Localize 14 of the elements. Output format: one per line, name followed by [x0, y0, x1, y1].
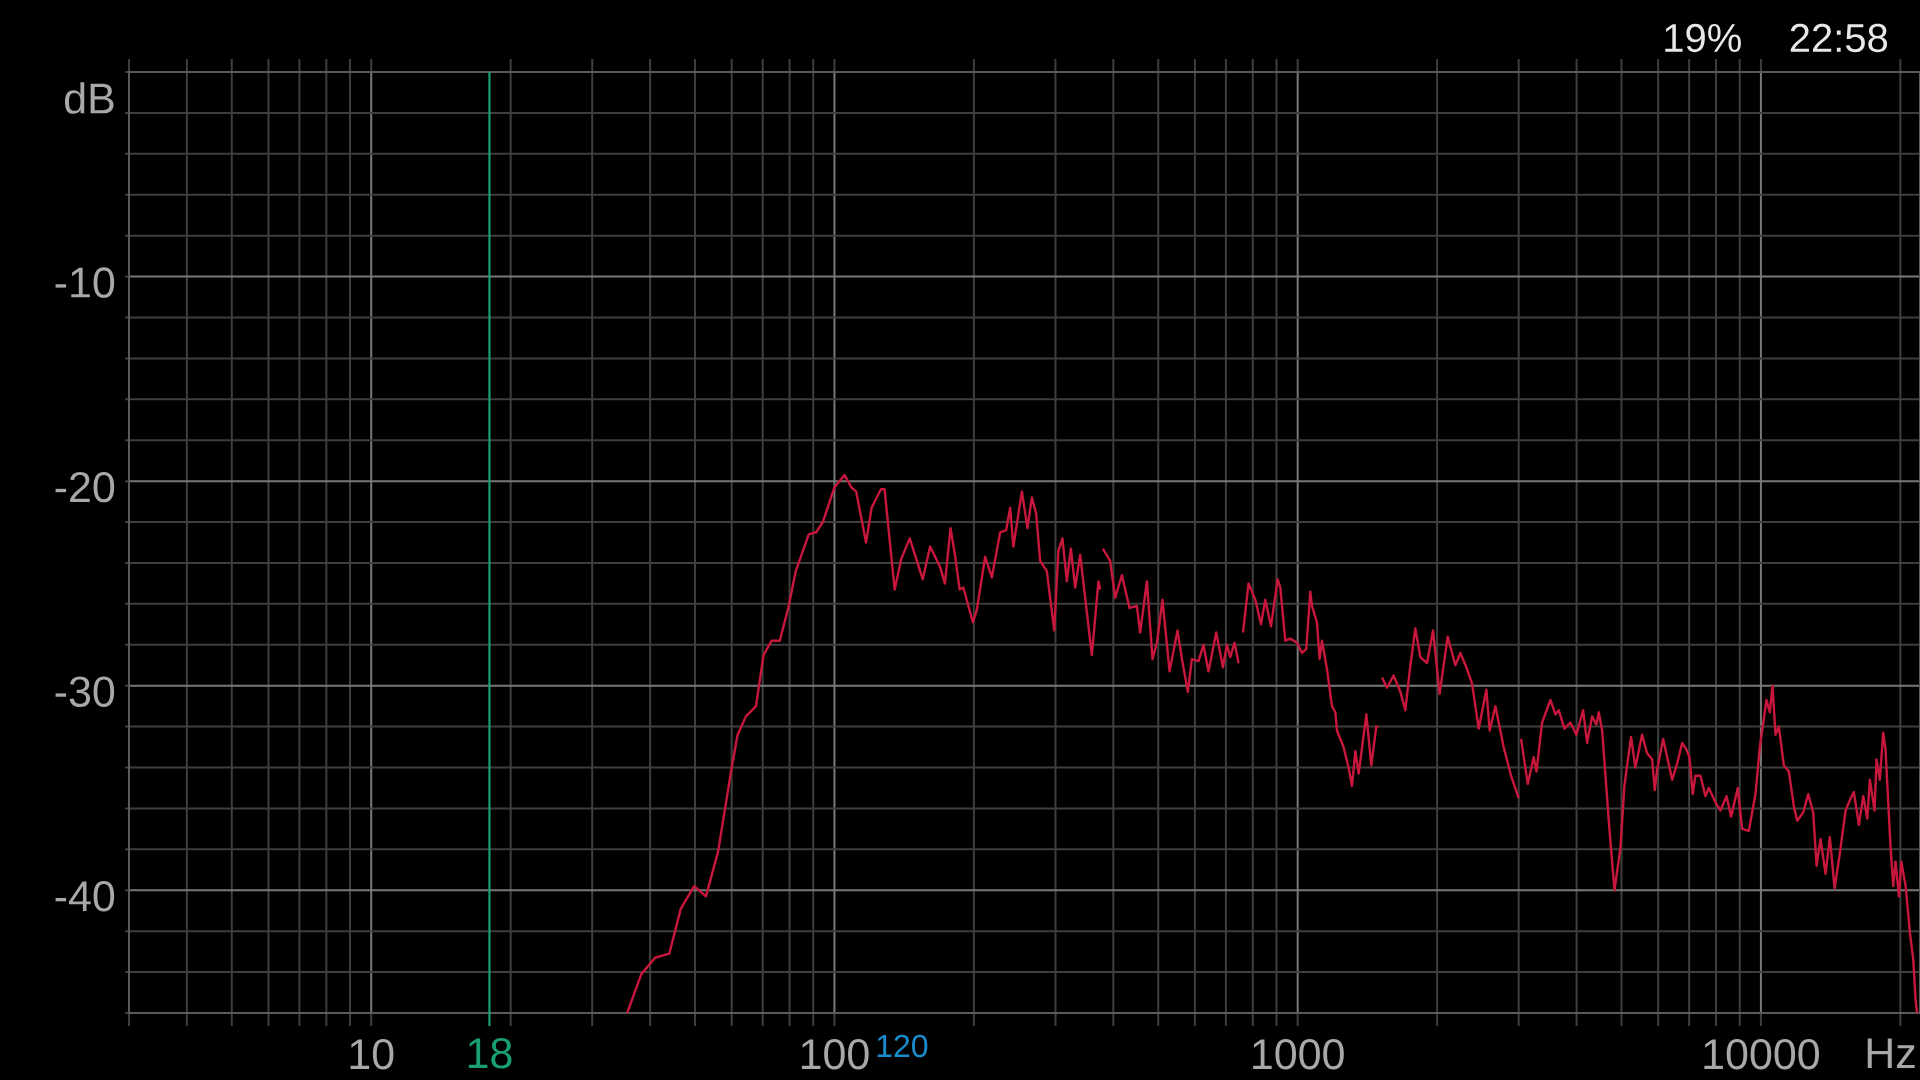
y-tick-label: -30: [55, 676, 115, 707]
x-tick-label: 10: [350, 1038, 394, 1070]
y-tick-label: -20: [55, 471, 115, 503]
y-tick-label: -10: [55, 267, 115, 298]
text: 120: [877, 1034, 928, 1058]
text: 19%: [1665, 23, 1741, 53]
x-tick-label: 100: [801, 1038, 869, 1070]
y-tick-label: -40: [55, 881, 115, 912]
y-axis-title: dB: [65, 82, 114, 114]
x-tick-label: 1000: [1253, 1038, 1344, 1070]
x-axis-title: Hz: [1867, 1038, 1915, 1068]
ref-line-label: 18: [468, 1037, 512, 1069]
x-tick-label: 10000: [1704, 1038, 1819, 1070]
text: 22:58: [1790, 23, 1888, 53]
